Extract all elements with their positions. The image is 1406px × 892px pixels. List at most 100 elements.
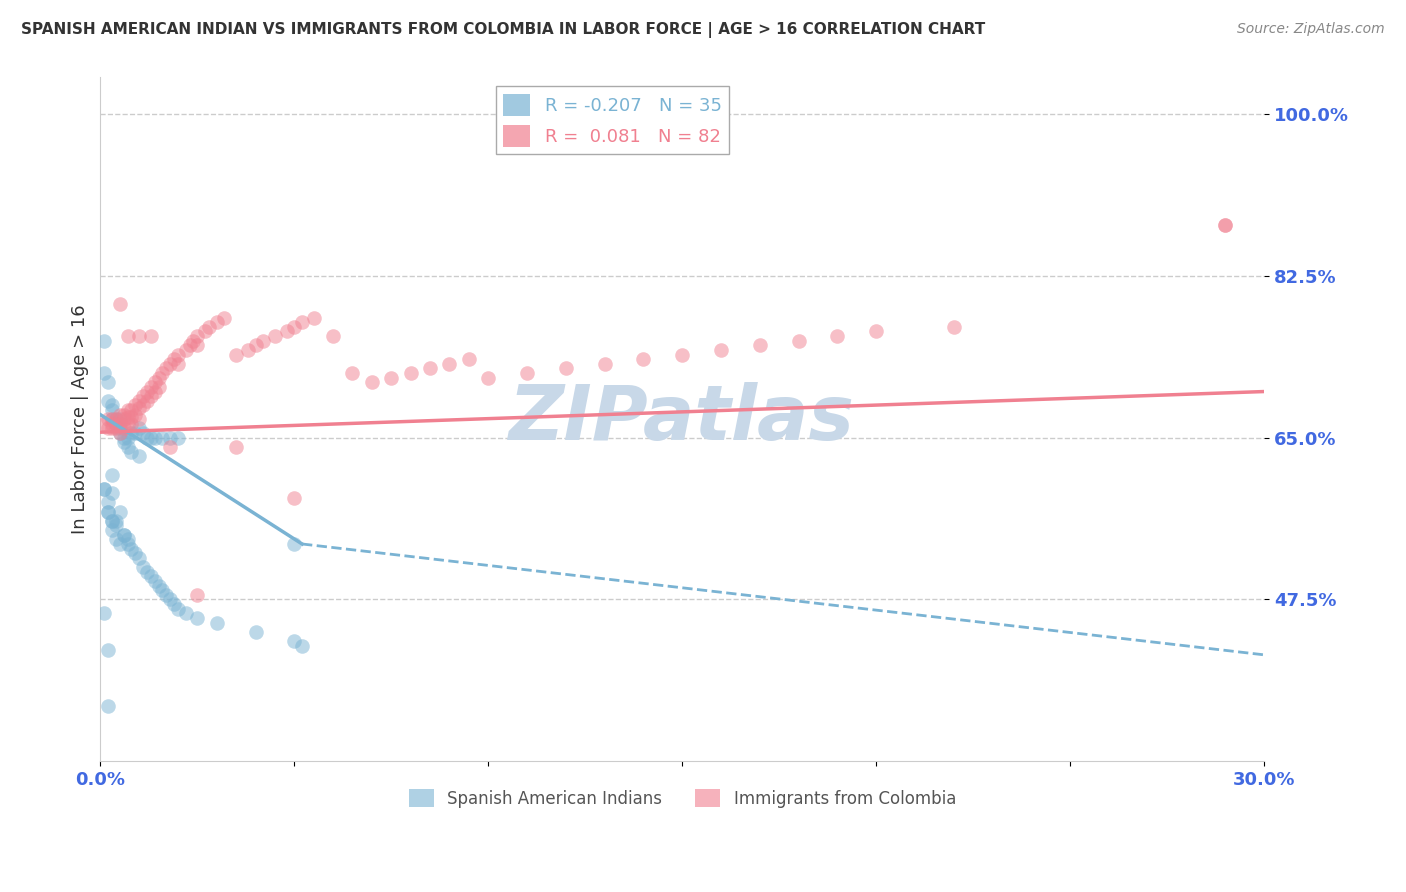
- Point: [128, 449, 150, 463]
- Point: [120, 426, 142, 441]
- Point: [112, 421, 135, 435]
- Point: [112, 431, 135, 445]
- Point: [139, 431, 162, 445]
- Point: [225, 440, 247, 454]
- Point: [112, 408, 135, 422]
- Point: [97, 643, 120, 657]
- Point: [104, 514, 127, 528]
- Legend: Spanish American Indians, Immigrants from Colombia: Spanish American Indians, Immigrants fro…: [402, 783, 963, 814]
- Point: [152, 583, 174, 598]
- Point: [139, 329, 162, 343]
- Point: [214, 310, 236, 325]
- Point: [179, 338, 201, 352]
- Point: [101, 412, 124, 426]
- Point: [183, 334, 205, 348]
- Point: [361, 376, 384, 390]
- Point: [104, 412, 127, 426]
- Point: [159, 440, 181, 454]
- Point: [225, 348, 247, 362]
- Point: [128, 421, 150, 435]
- Point: [117, 410, 139, 425]
- Point: [516, 366, 538, 380]
- Point: [112, 527, 135, 541]
- Point: [104, 533, 127, 547]
- Point: [291, 315, 314, 329]
- Point: [302, 310, 325, 325]
- Point: [117, 537, 139, 551]
- Point: [101, 486, 124, 500]
- Point: [97, 412, 120, 426]
- Point: [101, 398, 124, 412]
- Point: [97, 421, 120, 435]
- Point: [124, 546, 146, 560]
- Point: [124, 398, 146, 412]
- Point: [159, 431, 181, 445]
- Point: [139, 380, 162, 394]
- Point: [139, 389, 162, 403]
- Point: [101, 467, 124, 482]
- Point: [245, 624, 267, 639]
- Point: [108, 505, 131, 519]
- Point: [787, 334, 810, 348]
- Point: [120, 417, 142, 431]
- Point: [117, 403, 139, 417]
- Point: [128, 550, 150, 565]
- Text: Source: ZipAtlas.com: Source: ZipAtlas.com: [1237, 22, 1385, 37]
- Point: [97, 505, 120, 519]
- Point: [186, 338, 208, 352]
- Point: [380, 370, 402, 384]
- Point: [152, 431, 174, 445]
- Point: [120, 444, 142, 458]
- Point: [143, 431, 166, 445]
- Point: [128, 401, 150, 416]
- Point: [174, 607, 197, 621]
- Point: [477, 370, 499, 384]
- Point: [132, 398, 155, 412]
- Point: [283, 537, 305, 551]
- Point: [593, 357, 616, 371]
- Point: [108, 297, 131, 311]
- Point: [194, 325, 217, 339]
- Point: [322, 329, 344, 343]
- Point: [101, 417, 124, 431]
- Point: [120, 541, 142, 556]
- Point: [97, 376, 120, 390]
- Point: [198, 319, 221, 334]
- Point: [104, 412, 127, 426]
- Point: [101, 403, 124, 417]
- Point: [291, 639, 314, 653]
- Point: [342, 366, 364, 380]
- Point: [117, 431, 139, 445]
- Point: [283, 319, 305, 334]
- Point: [143, 384, 166, 399]
- Point: [108, 412, 131, 426]
- Point: [159, 357, 181, 371]
- Point: [633, 352, 655, 367]
- Point: [186, 611, 208, 625]
- Point: [124, 408, 146, 422]
- Point: [710, 343, 733, 357]
- Point: [205, 315, 228, 329]
- Point: [97, 698, 120, 713]
- Point: [112, 527, 135, 541]
- Point: [163, 352, 186, 367]
- Point: [93, 334, 115, 348]
- Point: [112, 435, 135, 450]
- Point: [104, 518, 127, 533]
- Point: [1213, 219, 1236, 233]
- Point: [120, 410, 142, 425]
- Point: [101, 412, 124, 426]
- Point: [186, 588, 208, 602]
- Point: [97, 393, 120, 408]
- Point: [283, 634, 305, 648]
- Point: [132, 560, 155, 574]
- Point: [167, 431, 190, 445]
- Point: [283, 491, 305, 505]
- Point: [186, 329, 208, 343]
- Point: [97, 505, 120, 519]
- Point: [97, 495, 120, 509]
- Point: [93, 366, 115, 380]
- Point: [101, 514, 124, 528]
- Point: [1213, 219, 1236, 233]
- Point: [108, 408, 131, 422]
